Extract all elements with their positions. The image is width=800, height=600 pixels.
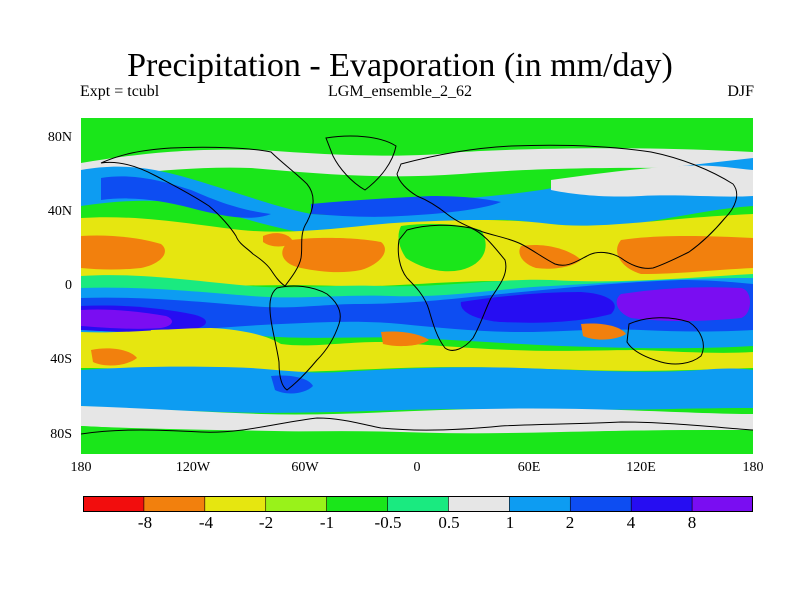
southern-gray-band (81, 406, 753, 434)
colorbar-label-5: -0.5 (374, 513, 402, 532)
colorbar-cell (387, 496, 450, 512)
colorbar-cell (143, 496, 206, 512)
season-label: DJF (727, 83, 754, 100)
lat-label-80n: 80N (47, 130, 72, 145)
colorbar-label-2: -4 (198, 513, 214, 532)
lon-label-60e: 60E (517, 460, 541, 475)
north-pacific-storm (101, 176, 271, 218)
lat-label-0: 0 (65, 278, 72, 293)
lon-label-0: 0 (413, 460, 421, 475)
colorbar-cell (265, 496, 328, 512)
west-pacific-extreme (616, 287, 750, 321)
colorbar (83, 496, 753, 512)
lon-label-60w: 60W (291, 460, 319, 475)
colorbar-label-4: -1 (319, 513, 335, 532)
antarctic-green (81, 426, 753, 454)
india-arabia-orange (519, 244, 581, 269)
colorbar-cell (509, 496, 571, 512)
lat-label-40s: 40S (50, 352, 72, 367)
south-pacific-east-orange (91, 348, 137, 366)
south-atlantic-orange (381, 331, 429, 347)
colorbar-cell (326, 496, 389, 512)
asia-gray (551, 165, 753, 197)
colorbar-label-3: -2 (258, 513, 274, 532)
run-label: LGM_ensemble_2_62 (328, 83, 472, 100)
north-pacific-east-orange (81, 235, 165, 270)
antarctica-coast (81, 417, 753, 435)
colorbar-label-7: 1 (505, 513, 515, 532)
lat-label-40n: 40N (47, 204, 72, 219)
lon-label-120w: 120W (175, 460, 211, 475)
colorbar-cell (448, 496, 510, 512)
south-america-coast (269, 285, 341, 391)
chart-title: Precipitation - Evaporation (in mm/day) (127, 47, 673, 84)
indian-ocean-heavy (460, 292, 615, 323)
north-atlantic-orange (282, 237, 385, 273)
africa-coast (397, 224, 507, 351)
colorbar-label-1: -8 (137, 513, 153, 532)
colorbar-cell (691, 496, 753, 512)
colorbar-cell (83, 496, 145, 512)
north-atlantic-heavy (311, 196, 501, 217)
eurasia-coast (396, 144, 738, 269)
lat-label-80s: 80S (50, 427, 72, 442)
australia-coast (626, 317, 704, 365)
south-indian-orange (581, 323, 626, 340)
experiment-label: Expt = tcubl (80, 83, 160, 100)
colorbar-label-8: 2 (565, 513, 575, 532)
drake-blue (271, 375, 313, 394)
colorbar-label-10: 8 (687, 513, 697, 532)
coastlines (81, 135, 753, 435)
arctic-gray (81, 148, 753, 178)
colorbar-cell (204, 496, 267, 512)
colorbar-label-6: 0.5 (438, 513, 460, 532)
greenland-coast (325, 135, 397, 191)
west-pacific-orange (617, 236, 753, 274)
sahara-green (398, 223, 486, 272)
pacific-extreme-core (81, 309, 173, 329)
south-pacific-yellow (147, 329, 261, 364)
lon-label-120e: 120E (626, 460, 656, 475)
southern-blue-band (81, 366, 753, 413)
north-america-coast (100, 146, 314, 287)
colorbar-cell (569, 496, 632, 512)
caribbean-orange (263, 233, 293, 247)
colorbar-label-9: 4 (626, 513, 636, 532)
lon-label-180e: 180 (742, 460, 764, 475)
precip-evap-map (81, 118, 753, 454)
lon-label-180w: 180 (70, 460, 92, 475)
colorbar-cell (630, 496, 693, 512)
